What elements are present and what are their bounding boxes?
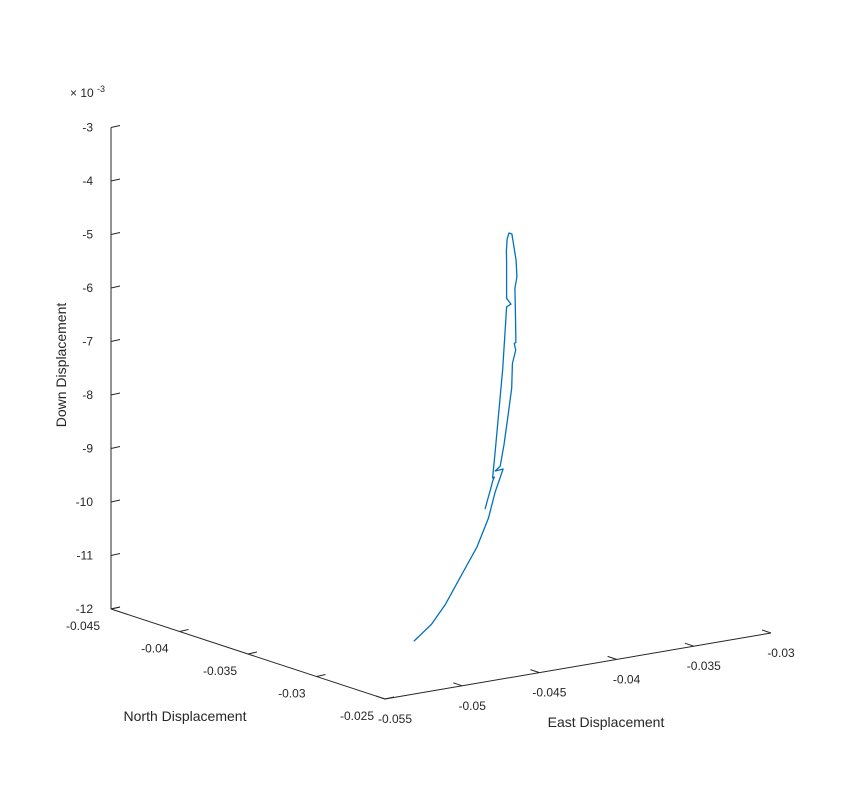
y-tick-label: -0.035: [203, 664, 237, 678]
x-tick: [684, 642, 694, 647]
y-tick-label: -0.03: [278, 687, 306, 701]
z-tick: [110, 232, 121, 235]
x-tick-label: -0.055: [378, 712, 412, 726]
y-tick: [247, 651, 258, 655]
z-tick: [110, 446, 121, 449]
z-tick: [110, 392, 121, 396]
x-axis-line: [384, 632, 772, 700]
z-tick-label: -4: [82, 174, 93, 188]
x-tick: [453, 682, 463, 687]
x-tick-label: -0.04: [613, 672, 641, 686]
z-tick: [110, 499, 121, 503]
x-tick: [761, 629, 772, 634]
y-axis-label: North Displacement: [124, 708, 247, 724]
trajectory-line: [413, 232, 518, 642]
x-axis-label: East Displacement: [548, 714, 665, 730]
x-tick-label: -0.05: [459, 699, 487, 713]
z-exponent-power: -3: [97, 84, 105, 94]
y-tick-label: -0.025: [340, 709, 374, 723]
x-tick-label: -0.035: [687, 659, 721, 673]
y-tick: [384, 696, 395, 700]
z-exponent-base: × 10: [70, 86, 94, 100]
y-tick: [316, 674, 326, 677]
z-tick-label: -9: [82, 442, 93, 456]
z-tick-label: -5: [82, 228, 93, 242]
y-tick-label: -0.045: [66, 619, 100, 633]
y-tick-label: -0.04: [141, 642, 169, 656]
z-tick: [110, 178, 121, 182]
x-tick-label: -0.045: [532, 686, 566, 700]
z-tick-label: -11: [77, 549, 94, 563]
z-tick-label: -3: [82, 121, 93, 135]
x-tick-label: -0.03: [767, 646, 795, 660]
z-tick: [110, 125, 121, 128]
z-tick-label: -7: [82, 335, 93, 349]
z-tick: [110, 606, 121, 610]
z-tick: [110, 339, 121, 342]
data-layer: [413, 232, 518, 642]
x-tick: [375, 695, 386, 700]
z-tick-label: -6: [82, 281, 93, 295]
z-tick: [110, 553, 121, 556]
x-tick: [530, 669, 540, 674]
axes-layer: -0.055 -0.05 -0.045 -0.04 -0.035 -0.03 -0.045 -…: [66, 121, 795, 727]
y-tick: [179, 629, 189, 632]
z-tick: [110, 285, 121, 289]
z-tick-label: -8: [82, 388, 93, 402]
z-exponent-label: × 10 -3: [70, 84, 105, 100]
z-axis-label: Down Displacement: [53, 303, 69, 428]
x-tick: [607, 655, 617, 660]
z-tick-label: -12: [76, 602, 94, 616]
z-tick-label: -10: [76, 495, 94, 509]
